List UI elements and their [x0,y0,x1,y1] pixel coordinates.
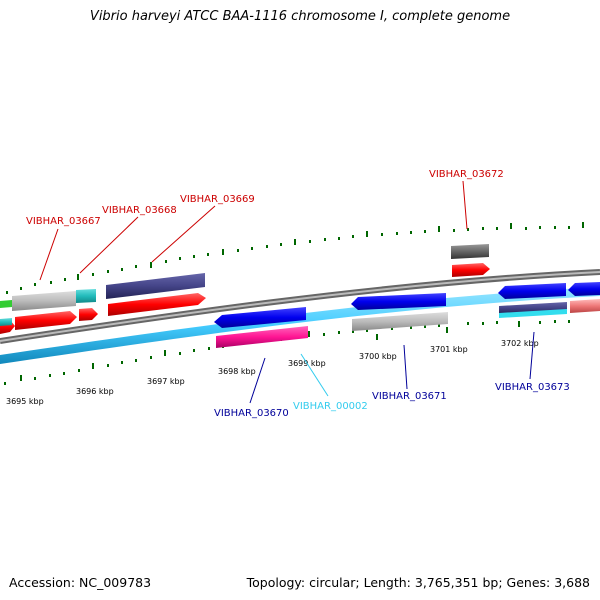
gene-label-vibhar-03670: VIBHAR_03670 [214,408,289,419]
tick-label: 3701 kbp [430,345,468,354]
gene-label-vibhar-03669: VIBHAR_03669 [180,194,255,205]
map-title: Vibrio harveyi ATCC BAA-1116 chromosome … [89,9,511,24]
tick-label: 3695 kbp [6,397,44,406]
forward-cds-arrow [79,308,98,321]
topology-text: Topology: circular; Length: 3,765,351 bp… [246,575,590,590]
grey-feature [352,312,448,331]
gene-label-vibhar-03672: VIBHAR_03672 [429,169,504,180]
tick-label: 3700 kbp [359,352,397,361]
gene-label-vibhar-03667: VIBHAR_03667 [26,216,101,227]
gene-label-vibhar-03673: VIBHAR_03673 [495,382,570,393]
green-feature [0,300,12,308]
forward-cds-arrow [108,293,206,316]
reverse-cds-arrow [568,282,600,296]
teal-feature [76,289,96,303]
outer-tick-ring [6,222,584,294]
reverse-cds-arrow [214,307,306,328]
pink-feature [570,299,600,313]
tick-label: 3702 kbp [501,339,539,348]
forward-cds-arrow [452,263,490,277]
dark-grey-feature [451,244,489,259]
grey-feature [12,291,76,311]
tick-label: 3697 kbp [147,377,185,386]
reverse-cds-arrow [498,283,566,299]
reverse-feature-track [0,299,600,348]
accession-text: Accession: NC_009783 [9,575,152,590]
inner-tick-ring [4,320,570,385]
gene-label-vibhar-03671: VIBHAR_03671 [372,391,447,402]
dark-blue-feature [106,273,205,299]
forward-cds-arrow [15,311,77,330]
cyan-feature [499,309,567,318]
forward-feature-track [0,244,489,311]
reverse-strand-band [0,287,600,364]
tick-label: 3698 kbp [218,367,256,376]
magenta-feature [216,326,308,348]
gene-labels: VIBHAR_03667 VIBHAR_03668 VIBHAR_03669 V… [26,169,570,419]
gene-label-vibhar-00002: VIBHAR_00002 [293,401,368,412]
tick-label: 3696 kbp [76,387,114,396]
chromosome-backbone-highlight [0,271,600,342]
gene-label-vibhar-03668: VIBHAR_03668 [102,205,177,216]
reverse-cds-arrow [351,293,446,310]
label-leaders [39,180,535,404]
teal-feature [0,318,12,326]
reverse-cds-track [214,282,600,328]
